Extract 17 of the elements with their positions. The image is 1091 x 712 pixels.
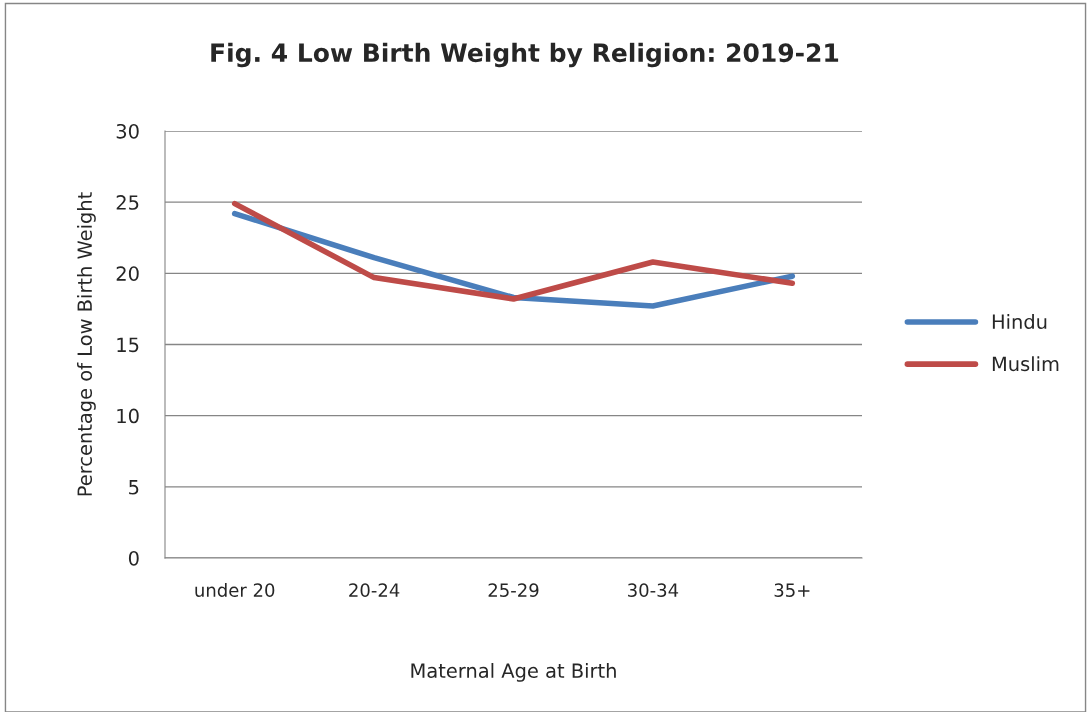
y-tick-label: 25 <box>116 195 139 210</box>
y-tick-label: 20 <box>116 266 139 281</box>
x-tick-label: 35+ <box>774 583 810 597</box>
y-tick-label: 0 <box>128 550 139 566</box>
y-tick-label: 15 <box>117 337 139 353</box>
legend-label: Muslim <box>992 356 1059 372</box>
y-tick-label: 5 <box>129 480 139 495</box>
x-tick-label: 20-24 <box>349 583 400 597</box>
y-tick-label: 30 <box>116 123 139 139</box>
x-tick-label: 25-29 <box>488 583 539 597</box>
legend-label: Hindu <box>992 314 1047 330</box>
x-tick-label: 30-34 <box>628 583 679 597</box>
y-tick-label: 10 <box>117 408 139 424</box>
x-axis-title: Maternal Age at Birth <box>411 662 616 682</box>
x-tick-label: under 20 <box>195 583 275 597</box>
y-axis-title: Percentage of Low Birth Weight <box>76 192 96 496</box>
chart-title: Fig. 4 Low Birth Weight by Religion: 2019-21 <box>211 42 839 68</box>
